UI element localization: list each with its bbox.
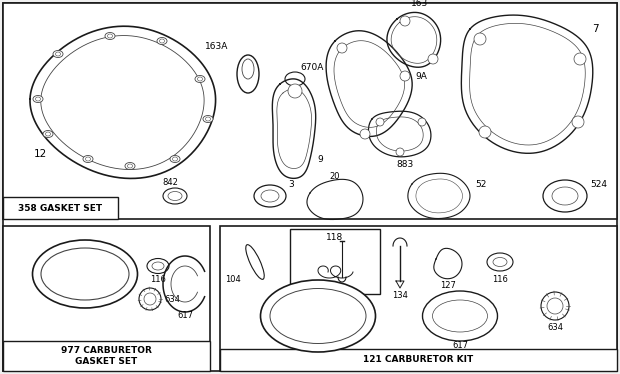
Bar [3,226,210,371]
Ellipse shape [422,291,497,341]
Circle shape [288,84,302,98]
Ellipse shape [172,157,177,161]
Circle shape [400,71,410,81]
Ellipse shape [168,191,182,200]
Ellipse shape [35,97,40,101]
Text: 12: 12 [33,149,46,159]
Text: 121 CARBURETOR KIT: 121 CARBURETOR KIT [363,356,474,365]
Ellipse shape [83,156,93,162]
Ellipse shape [32,240,138,308]
Ellipse shape [157,37,167,45]
Circle shape [541,292,569,320]
Text: 118: 118 [326,233,343,242]
Circle shape [139,288,161,310]
Text: 634: 634 [547,324,563,332]
Ellipse shape [487,253,513,271]
Text: 20: 20 [330,172,340,181]
Text: 104: 104 [225,276,241,285]
Ellipse shape [261,190,279,202]
Text: 134: 134 [392,291,408,300]
Ellipse shape [128,164,133,168]
Text: 137: 137 [76,269,94,279]
Circle shape [400,16,410,26]
Circle shape [572,116,584,128]
Ellipse shape [33,95,43,102]
Text: 137: 137 [309,311,327,321]
Bar [220,226,617,371]
Ellipse shape [107,34,112,38]
Ellipse shape [237,55,259,93]
Ellipse shape [195,76,205,83]
Bar [290,229,380,294]
Ellipse shape [260,280,376,352]
Circle shape [474,33,486,45]
Bar [220,349,617,371]
Ellipse shape [41,248,129,300]
Circle shape [428,54,438,64]
Text: 9: 9 [317,154,323,163]
Text: 7: 7 [591,24,598,34]
Text: 163A: 163A [205,42,228,50]
Ellipse shape [433,300,487,332]
Ellipse shape [270,288,366,343]
Text: 617: 617 [177,312,193,321]
Ellipse shape [205,117,211,121]
Circle shape [479,126,491,138]
Ellipse shape [56,52,61,56]
Ellipse shape [147,258,169,273]
Text: 116: 116 [150,276,166,285]
Text: 9A: 9A [415,71,427,80]
Ellipse shape [159,39,164,43]
Circle shape [574,53,586,65]
Circle shape [337,43,347,53]
Bar [3,3,617,219]
Text: 358 GASKET SET: 358 GASKET SET [18,203,102,212]
Text: 127: 127 [440,282,456,291]
Ellipse shape [86,157,91,161]
Text: 3: 3 [288,180,294,188]
Circle shape [144,293,156,305]
Ellipse shape [242,59,254,79]
Ellipse shape [198,77,203,81]
Text: 842: 842 [162,178,178,187]
Circle shape [547,298,563,314]
Ellipse shape [53,50,63,58]
Text: 163: 163 [412,0,428,7]
Bar [3,197,118,219]
Circle shape [396,148,404,156]
Ellipse shape [246,245,264,279]
Text: 634: 634 [164,294,180,303]
Ellipse shape [254,185,286,207]
Circle shape [360,129,370,139]
Ellipse shape [493,258,507,267]
Text: 977 CARBURETOR
GASKET SET: 977 CARBURETOR GASKET SET [61,346,152,366]
Bar [3,341,210,371]
Ellipse shape [285,72,305,86]
Text: 524: 524 [590,180,607,188]
Ellipse shape [105,33,115,40]
Ellipse shape [552,187,578,205]
Text: 116: 116 [492,276,508,285]
Circle shape [376,118,384,126]
Ellipse shape [45,132,50,136]
Text: 883: 883 [396,159,414,169]
Text: 670A: 670A [300,62,324,71]
Ellipse shape [125,162,135,169]
Text: 52: 52 [475,180,486,188]
Circle shape [418,118,426,126]
Ellipse shape [152,262,164,270]
Ellipse shape [163,188,187,204]
Text: 617: 617 [452,341,468,350]
Ellipse shape [170,156,180,162]
Ellipse shape [203,116,213,123]
Ellipse shape [543,180,587,212]
Ellipse shape [43,131,53,138]
